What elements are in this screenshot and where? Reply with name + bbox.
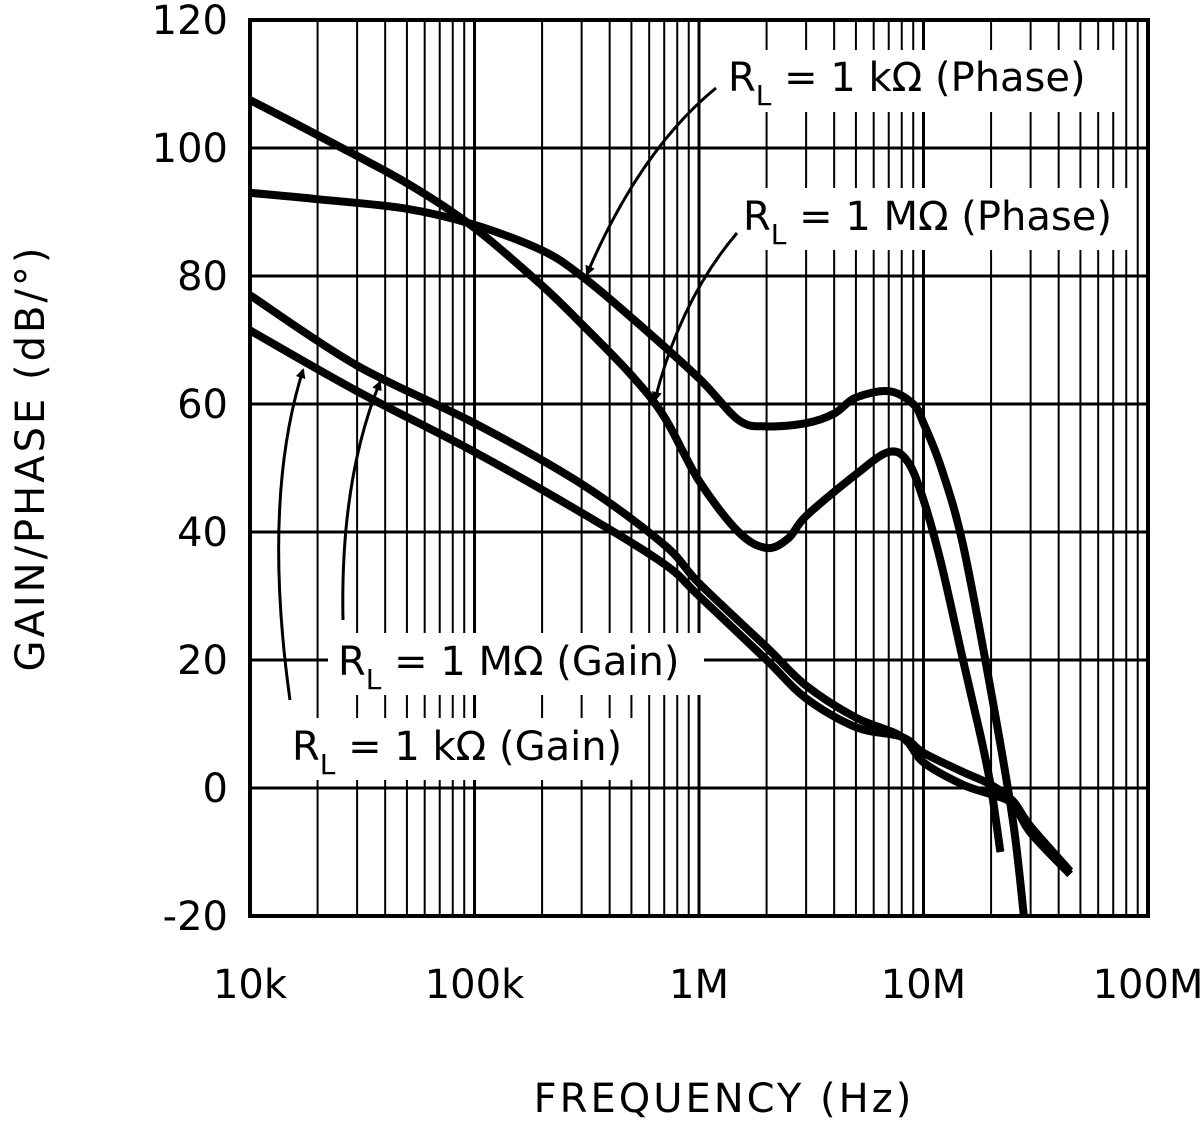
annotation-arrow-gain_1m xyxy=(341,380,382,621)
series-line-phase_1m xyxy=(248,96,1005,853)
y-tick-label: 0 xyxy=(203,766,228,812)
y-tick-label: 120 xyxy=(152,0,228,44)
annotation-arrow-phase_1m xyxy=(652,232,739,402)
y-tick-label: 60 xyxy=(177,382,228,428)
annotation-arrow-phase_1k xyxy=(585,86,717,276)
y-tick-label: -20 xyxy=(163,894,228,940)
annotation-label-gain_1m: RL = 1 MΩ (Gain) xyxy=(338,639,680,696)
x-axis-label: FREQUENCY (Hz) xyxy=(534,1076,915,1121)
y-axis-label: GAIN/PHASE (dB/°) xyxy=(8,244,54,671)
annotation-background xyxy=(328,633,704,695)
x-tick-label: 1M xyxy=(669,962,729,1008)
annotation-arrow-gain_1k xyxy=(277,368,306,701)
grid xyxy=(250,20,1148,916)
y-tick-label: 40 xyxy=(177,510,228,556)
y-tick-label: 20 xyxy=(177,638,228,684)
y-tick-label: 100 xyxy=(152,126,228,172)
series-line-gain_1k xyxy=(248,326,1074,874)
x-tick-label: 10M xyxy=(881,962,966,1008)
series-line-gain_1m xyxy=(247,291,1074,878)
annotation-label-phase_1m: RL = 1 MΩ (Phase) xyxy=(743,194,1112,251)
tick-labels: 120 100 80 60 40 20 0 -20 10k 100k 1M 10M 100M xyxy=(152,0,1201,1008)
annotation-label-phase_1k: RL = 1 kΩ (Phase) xyxy=(728,55,1086,112)
plot-area-frame xyxy=(248,18,1150,918)
series-line-phase_1k xyxy=(249,188,1028,917)
annotation-label-gain_1k: RL = 1 kΩ (Gain) xyxy=(292,724,622,781)
x-tick-label: 10k xyxy=(213,962,288,1008)
series-layer xyxy=(247,96,1074,917)
annotation-layer: RL = 1 kΩ (Phase) RL = 1 MΩ (Phase) RL = 1… xyxy=(277,50,1133,781)
x-tick-label: 100M xyxy=(1093,962,1201,1008)
annotation-background xyxy=(718,50,1118,112)
y-tick-label: 80 xyxy=(177,254,228,300)
annotation-background xyxy=(282,718,646,780)
annotation-background xyxy=(733,188,1133,250)
x-tick-label: 100k xyxy=(425,962,525,1008)
